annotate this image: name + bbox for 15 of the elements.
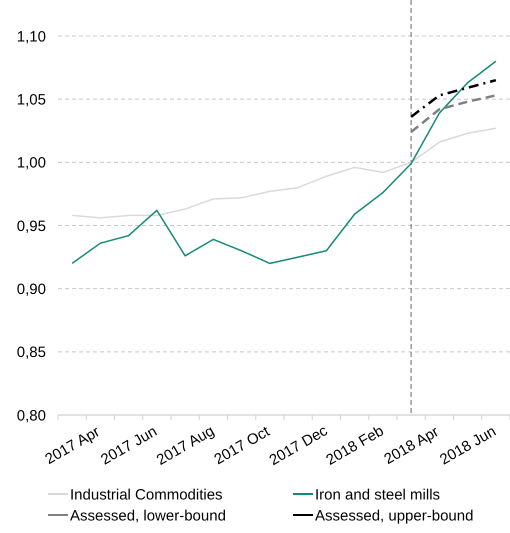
- legend-label: Assessed, lower-bound: [70, 507, 226, 524]
- line-series: [71, 127, 497, 219]
- line-series: [410, 78, 498, 118]
- y-tick-label: 0,85: [16, 344, 46, 362]
- y-tick-label: 0,80: [16, 407, 46, 424]
- legend-label: Industrial Commodities: [70, 486, 223, 504]
- y-tick-label: 1,05: [16, 91, 46, 108]
- legend-label: Assessed, upper-bound: [315, 507, 474, 524]
- x-tick-label: 2018 Jun: [437, 422, 499, 468]
- legend-label: Iron and steel mills: [315, 486, 440, 504]
- line-series: [71, 60, 497, 264]
- y-tick-label: 1,10: [16, 28, 46, 46]
- y-tick-label: 0,95: [16, 218, 46, 235]
- y-tick-label: 1,00: [16, 154, 46, 172]
- y-tick-label: 0,90: [16, 280, 46, 298]
